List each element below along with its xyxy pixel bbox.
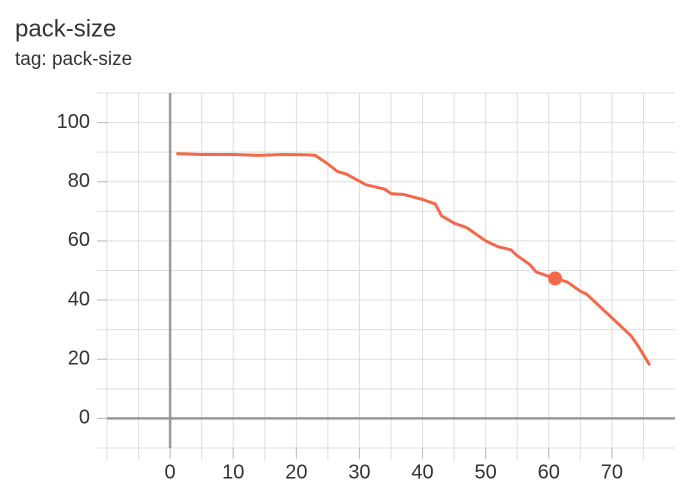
- x-tick-label: 30: [348, 461, 370, 483]
- y-tick-label: 0: [79, 407, 90, 429]
- chart-title: pack-size: [15, 15, 116, 42]
- y-tick-label: 60: [68, 229, 90, 251]
- x-tick-label: 0: [165, 461, 176, 483]
- x-tick-label: 70: [601, 461, 623, 483]
- x-tick-label: 60: [538, 461, 560, 483]
- y-tick-label: 40: [68, 288, 90, 310]
- y-tick-label: 80: [68, 170, 90, 192]
- chart-subtitle: tag: pack-size: [15, 49, 132, 70]
- x-tick-label: 10: [222, 461, 244, 483]
- x-tick-label: 20: [285, 461, 307, 483]
- y-tick-label: 100: [57, 111, 90, 133]
- y-tick-label: 20: [68, 348, 90, 370]
- line: [176, 152, 652, 366]
- x-tick-label: 40: [411, 461, 433, 483]
- highlight-point: [548, 271, 563, 286]
- x-tick-label: 50: [475, 461, 497, 483]
